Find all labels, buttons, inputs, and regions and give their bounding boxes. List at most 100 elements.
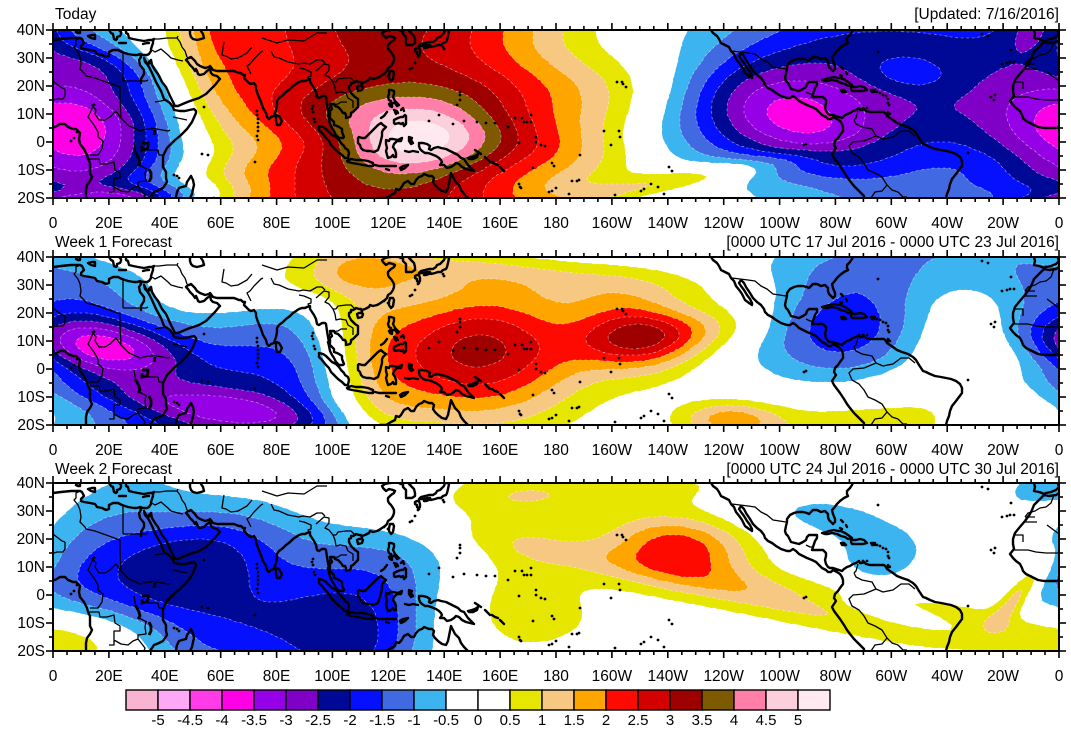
- svg-text:-0.5: -0.5: [433, 712, 459, 729]
- svg-text:40W: 40W: [931, 442, 963, 459]
- svg-text:40W: 40W: [931, 668, 963, 685]
- svg-text:40E: 40E: [151, 668, 179, 685]
- svg-text:[0000 UTC 24 Jul 2016 - 0000 U: [0000 UTC 24 Jul 2016 - 0000 UTC 30 Jul …: [726, 461, 1059, 478]
- svg-text:1.5: 1.5: [564, 712, 585, 729]
- svg-text:20E: 20E: [95, 668, 123, 685]
- svg-text:-2.5: -2.5: [305, 712, 331, 729]
- svg-text:40N: 40N: [17, 249, 45, 266]
- svg-text:10N: 10N: [17, 333, 45, 350]
- svg-text:0.5: 0.5: [500, 712, 521, 729]
- svg-text:120W: 120W: [703, 215, 744, 232]
- svg-text:80E: 80E: [263, 668, 291, 685]
- svg-text:20N: 20N: [17, 305, 45, 322]
- svg-text:140E: 140E: [426, 215, 462, 232]
- svg-text:0: 0: [1055, 442, 1064, 459]
- svg-text:30N: 30N: [17, 503, 45, 520]
- svg-text:20W: 20W: [987, 442, 1019, 459]
- svg-text:10S: 10S: [17, 615, 45, 632]
- svg-text:0: 0: [1055, 668, 1064, 685]
- svg-text:20S: 20S: [17, 190, 45, 207]
- svg-text:120E: 120E: [370, 215, 406, 232]
- svg-text:160W: 160W: [592, 215, 633, 232]
- svg-text:140E: 140E: [426, 668, 462, 685]
- svg-text:40N: 40N: [17, 475, 45, 492]
- svg-text:4.5: 4.5: [756, 712, 777, 729]
- svg-text:80W: 80W: [819, 442, 851, 459]
- svg-text:-1.5: -1.5: [369, 712, 395, 729]
- svg-text:100W: 100W: [759, 442, 800, 459]
- svg-text:80E: 80E: [263, 442, 291, 459]
- svg-text:20E: 20E: [95, 215, 123, 232]
- svg-text:Today: Today: [55, 6, 97, 23]
- svg-text:160E: 160E: [482, 215, 518, 232]
- svg-text:0: 0: [36, 361, 45, 378]
- svg-text:-1: -1: [407, 712, 420, 729]
- svg-text:10S: 10S: [17, 162, 45, 179]
- svg-text:10S: 10S: [17, 389, 45, 406]
- svg-text:20N: 20N: [17, 78, 45, 95]
- svg-text:80E: 80E: [263, 215, 291, 232]
- svg-text:3: 3: [666, 712, 674, 729]
- svg-text:Week 1 Forecast: Week 1 Forecast: [55, 234, 173, 251]
- svg-text:160W: 160W: [592, 442, 633, 459]
- svg-text:60E: 60E: [207, 442, 235, 459]
- svg-text:20W: 20W: [987, 668, 1019, 685]
- svg-text:0: 0: [36, 134, 45, 151]
- svg-text:100W: 100W: [759, 668, 800, 685]
- svg-text:-2: -2: [343, 712, 356, 729]
- svg-text:10N: 10N: [17, 106, 45, 123]
- svg-text:20S: 20S: [17, 417, 45, 434]
- svg-text:60W: 60W: [875, 442, 907, 459]
- svg-text:-3: -3: [279, 712, 292, 729]
- svg-text:30N: 30N: [17, 277, 45, 294]
- svg-text:20S: 20S: [17, 643, 45, 660]
- svg-text:0: 0: [49, 442, 58, 459]
- svg-text:160E: 160E: [482, 668, 518, 685]
- svg-text:0: 0: [36, 587, 45, 604]
- svg-text:20W: 20W: [987, 215, 1019, 232]
- svg-text:100E: 100E: [314, 668, 350, 685]
- svg-text:140W: 140W: [648, 442, 689, 459]
- svg-text:140E: 140E: [426, 442, 462, 459]
- svg-text:120W: 120W: [703, 668, 744, 685]
- svg-text:40N: 40N: [17, 22, 45, 39]
- svg-text:80W: 80W: [819, 215, 851, 232]
- svg-text:-5: -5: [151, 712, 164, 729]
- svg-text:160W: 160W: [592, 668, 633, 685]
- svg-text:100W: 100W: [759, 215, 800, 232]
- svg-text:40W: 40W: [931, 215, 963, 232]
- svg-text:40E: 40E: [151, 442, 179, 459]
- svg-text:180: 180: [543, 668, 569, 685]
- svg-text:40E: 40E: [151, 215, 179, 232]
- svg-text:0: 0: [1055, 215, 1064, 232]
- svg-text:4: 4: [730, 712, 738, 729]
- svg-text:2: 2: [602, 712, 610, 729]
- svg-text:10N: 10N: [17, 559, 45, 576]
- svg-text:180: 180: [543, 442, 569, 459]
- svg-text:-4: -4: [215, 712, 228, 729]
- svg-text:60E: 60E: [207, 215, 235, 232]
- svg-text:60W: 60W: [875, 668, 907, 685]
- svg-text:140W: 140W: [648, 215, 689, 232]
- svg-text:30N: 30N: [17, 50, 45, 67]
- svg-text:120W: 120W: [703, 442, 744, 459]
- svg-text:160E: 160E: [482, 442, 518, 459]
- svg-text:-4.5: -4.5: [177, 712, 203, 729]
- svg-text:0: 0: [49, 668, 58, 685]
- svg-text:60E: 60E: [207, 668, 235, 685]
- svg-text:120E: 120E: [370, 668, 406, 685]
- svg-text:[0000 UTC 17 Jul 2016 - 0000 U: [0000 UTC 17 Jul 2016 - 0000 UTC 23 Jul …: [726, 234, 1059, 251]
- svg-text:0: 0: [49, 215, 58, 232]
- svg-text:20N: 20N: [17, 531, 45, 548]
- svg-text:1: 1: [538, 712, 546, 729]
- svg-text:-3.5: -3.5: [241, 712, 267, 729]
- svg-text:Week 2 Forecast: Week 2 Forecast: [55, 461, 173, 478]
- svg-text:100E: 100E: [314, 442, 350, 459]
- svg-text:5: 5: [794, 712, 802, 729]
- svg-text:2.5: 2.5: [628, 712, 649, 729]
- svg-text:180: 180: [543, 215, 569, 232]
- svg-text:80W: 80W: [819, 668, 851, 685]
- svg-text:140W: 140W: [648, 668, 689, 685]
- svg-text:20E: 20E: [95, 442, 123, 459]
- svg-text:[Updated: 7/16/2016]: [Updated: 7/16/2016]: [914, 6, 1059, 23]
